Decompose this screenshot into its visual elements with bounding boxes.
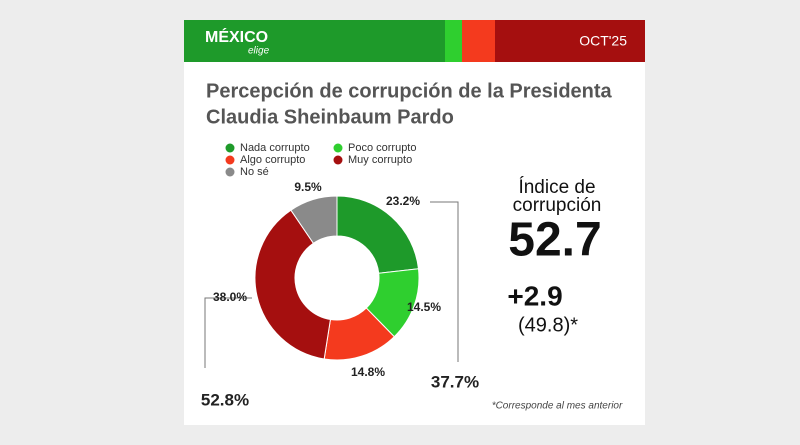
index-title: corrupción	[513, 195, 602, 216]
legend-label: Poco corrupto	[348, 142, 416, 154]
chart-title: Percepción de corrupción de la President…	[206, 80, 613, 102]
header-band	[462, 20, 495, 62]
data-label: 14.5%	[407, 300, 441, 314]
donut-slice	[254, 209, 332, 360]
date: OCT'25	[579, 33, 627, 49]
data-label: 14.8%	[351, 365, 385, 379]
data-label: 23.2%	[386, 194, 420, 208]
legend-swatch	[225, 155, 235, 165]
header-band	[495, 20, 645, 62]
brand-sub: elige	[248, 46, 270, 57]
legend-label: Muy corrupto	[348, 154, 412, 166]
footnote: *Corresponde al mes anterior	[492, 401, 623, 412]
index-change: +2.9	[507, 280, 562, 311]
legend-swatch	[225, 167, 235, 177]
index-title: Índice de	[518, 177, 595, 198]
donut-slice	[290, 195, 338, 244]
header-band	[184, 20, 445, 62]
legend-label: No sé	[240, 166, 269, 178]
group-total: 52.8%	[201, 390, 249, 409]
bracket	[204, 297, 252, 368]
index-value: 52.7	[508, 214, 601, 267]
legend-swatch	[333, 155, 343, 165]
chart-title: Claudia Sheinbaum Pardo	[206, 106, 454, 128]
data-label: 38.0%	[213, 290, 247, 304]
index-previous: (49.8)*	[518, 314, 578, 336]
bracket	[430, 201, 459, 362]
legend-label: Nada corrupto	[240, 142, 310, 154]
legend-label: Algo corrupto	[240, 154, 305, 166]
header-band	[445, 20, 462, 62]
legend-swatch	[333, 143, 343, 153]
legend-swatch	[225, 143, 235, 153]
card	[184, 20, 645, 425]
data-label: 9.5%	[294, 180, 322, 194]
brand: MÉXICO	[205, 27, 268, 46]
group-total: 37.7%	[431, 372, 479, 391]
